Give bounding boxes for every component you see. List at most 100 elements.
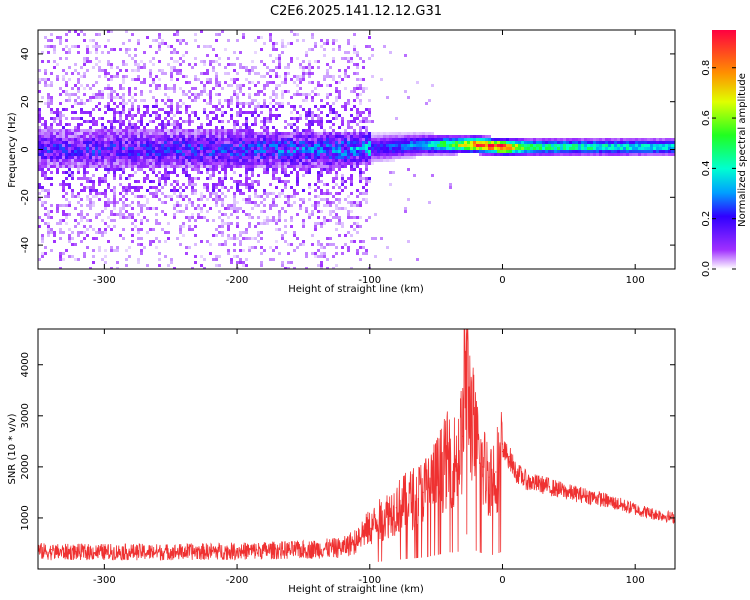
spectrogram-cell <box>59 129 62 132</box>
spectrogram-cell <box>284 135 287 138</box>
spectrogram-cell <box>131 159 134 162</box>
spectrogram-cell <box>221 186 224 189</box>
spectrogram-cell <box>296 138 299 141</box>
spectrogram-cell <box>47 141 50 144</box>
x-tick-label: -200 <box>226 275 249 286</box>
spectrogram-cell <box>131 156 134 159</box>
spectrogram-cell <box>392 138 395 141</box>
spectrogram-cell <box>446 150 449 153</box>
spectrogram-cell <box>347 120 350 123</box>
spectrogram-cell <box>248 147 251 150</box>
spectrogram-cell <box>137 126 140 129</box>
spectrogram-cell <box>104 192 107 195</box>
spectrogram-cell <box>260 222 263 225</box>
spectrogram-cell <box>515 141 518 144</box>
spectrogram-cell <box>263 198 266 201</box>
spectrogram-cell <box>260 105 263 108</box>
spectrogram-cell <box>344 105 347 108</box>
spectrogram-cell <box>122 42 125 45</box>
spectrogram-cell <box>167 162 170 165</box>
spectrogram-cell <box>581 144 584 147</box>
spectrogram-cell <box>416 153 419 156</box>
spectrogram-cell <box>101 138 104 141</box>
spectrogram-cell <box>50 162 53 165</box>
spectrogram-cell <box>167 99 170 102</box>
spectrogram-cell <box>290 144 293 147</box>
spectrogram-cell <box>527 144 530 147</box>
spectrogram-cell <box>179 204 182 207</box>
spectrogram-cell <box>254 144 257 147</box>
spectrogram-cell <box>227 129 230 132</box>
spectrogram-cell <box>365 129 368 132</box>
spectrogram-cell <box>320 198 323 201</box>
spectrogram-cell <box>392 147 395 150</box>
spectrogram-cell <box>257 138 260 141</box>
spectrogram-cell <box>254 66 257 69</box>
spectrogram-cell <box>350 234 353 237</box>
spectrogram-cell <box>410 156 413 159</box>
spectrogram-cell <box>416 138 419 141</box>
spectrogram-cell <box>197 159 200 162</box>
spectrogram-cell <box>254 105 257 108</box>
spectrogram-cell <box>128 213 131 216</box>
spectrogram-cell <box>143 51 146 54</box>
spectrogram-cell <box>62 132 65 135</box>
spectrogram-cell <box>272 114 275 117</box>
spectrogram-cell <box>170 153 173 156</box>
spectrogram-cell <box>137 63 140 66</box>
spectrogram-cell <box>386 159 389 162</box>
colorbar-gradient <box>712 30 736 269</box>
spectrogram-cell <box>362 192 365 195</box>
spectrogram-cell <box>407 96 410 99</box>
spectrogram-cell <box>194 255 197 258</box>
spectrogram-cell <box>137 261 140 264</box>
spectrogram-cell <box>236 147 239 150</box>
spectrogram-cell <box>347 60 350 63</box>
spectrogram-cell <box>143 147 146 150</box>
spectrogram-cell <box>278 114 281 117</box>
spectrogram-cell <box>41 60 44 63</box>
snr-data-point <box>568 491 570 494</box>
spectrogram-cell <box>332 150 335 153</box>
spectrogram-cell <box>107 168 110 171</box>
spectrogram-cell <box>110 75 113 78</box>
spectrogram-cell <box>50 159 53 162</box>
spectrogram-cell <box>458 138 461 141</box>
spectrogram-cell <box>95 237 98 240</box>
spectrogram-cell <box>251 129 254 132</box>
spectrogram-cell <box>317 150 320 153</box>
spectrogram-cell <box>458 147 461 150</box>
spectrogram-cell <box>215 198 218 201</box>
spectrogram-cell <box>173 213 176 216</box>
spectrogram-cell <box>164 129 167 132</box>
spectrogram-cell <box>173 162 176 165</box>
spectrogram-cell <box>248 153 251 156</box>
spectrogram-cell <box>269 192 272 195</box>
spectrogram-cell <box>284 126 287 129</box>
spectrogram-cell <box>119 213 122 216</box>
spectrogram-cell <box>137 42 140 45</box>
spectrogram-cell <box>530 150 533 153</box>
spectrogram-cell <box>671 153 674 156</box>
spectrogram-cell <box>278 153 281 156</box>
spectrogram-cell <box>128 135 131 138</box>
spectrogram-cell <box>200 240 203 243</box>
spectrogram-cell <box>215 78 218 81</box>
spectrogram-cell <box>353 204 356 207</box>
spectrogram-cell <box>362 66 365 69</box>
spectrogram-cell <box>173 120 176 123</box>
spectrogram-cell <box>62 153 65 156</box>
spectrogram-cell <box>383 45 386 48</box>
spectrogram-cell <box>662 138 665 141</box>
spectrogram-cell <box>152 81 155 84</box>
spectrogram-cell <box>173 90 176 93</box>
spectrogram-cell <box>50 153 53 156</box>
spectrogram-cell <box>329 135 332 138</box>
spectrogram-cell <box>317 177 320 180</box>
spectrogram-cell <box>272 132 275 135</box>
spectrogram-cell <box>122 189 125 192</box>
spectrogram-cell <box>200 216 203 219</box>
spectrogram-cell <box>374 213 377 216</box>
spectrogram-cell <box>38 126 41 129</box>
spectrogram-cell <box>335 144 338 147</box>
